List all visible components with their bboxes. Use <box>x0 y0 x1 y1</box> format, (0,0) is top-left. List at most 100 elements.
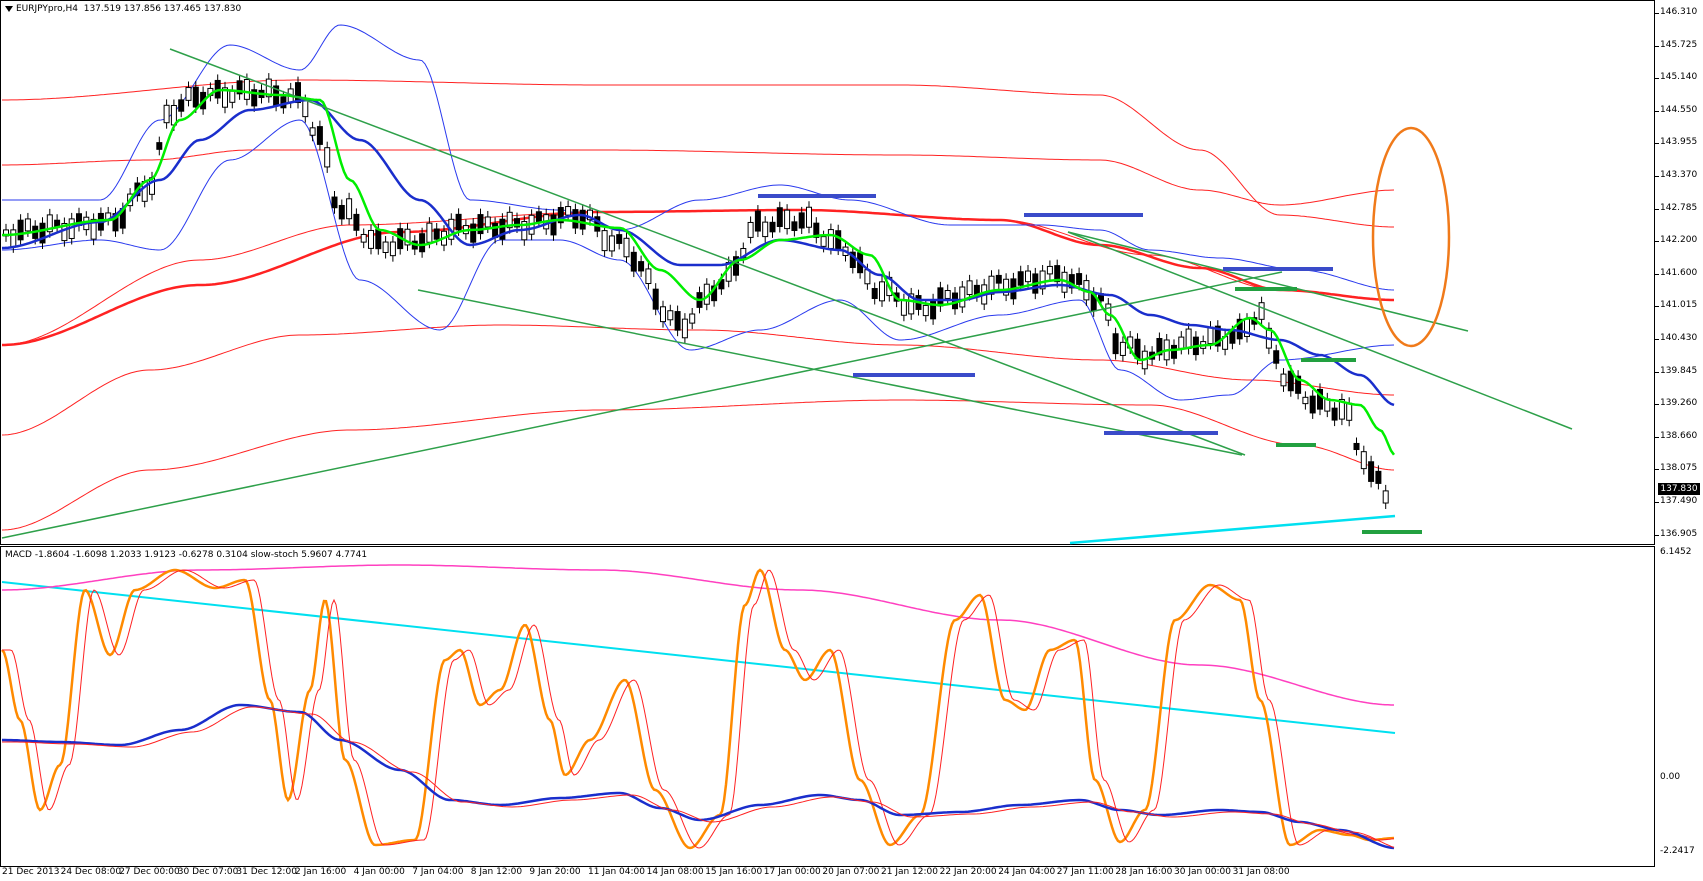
slow-ma-line <box>1 98 1395 407</box>
candle-body <box>499 218 506 240</box>
candle-body <box>382 241 389 253</box>
price-scale-label: 145.725 <box>1660 39 1698 50</box>
price-scale[interactable]: 146.310 145.725 145.140 144.550 143.955 143.3… <box>1655 0 1703 545</box>
candle-body <box>46 214 53 233</box>
price-scale-label: 141.015 <box>1660 300 1698 311</box>
price-scale-label: 144.550 <box>1660 104 1698 115</box>
time-axis[interactable]: 21 Dec 2013 24 Dec 08:00 27 Dec 00:00 30 De… <box>0 866 1655 881</box>
collapse-triangle-icon[interactable] <box>5 5 13 12</box>
candle-body <box>280 96 287 109</box>
candle-body <box>1375 470 1382 484</box>
candle-body <box>324 147 331 168</box>
candle-body <box>674 311 681 331</box>
candle-body <box>769 221 776 233</box>
time-axis-label: 22 Jan 20:00 <box>939 867 997 877</box>
price-scale-label: 143.370 <box>1660 170 1698 180</box>
candle-body <box>959 286 966 308</box>
price-scale-label: 139.845 <box>1660 365 1698 376</box>
candle-body <box>90 218 97 240</box>
price-scale-label: 141.600 <box>1660 267 1698 278</box>
price-tick <box>1655 404 1659 406</box>
time-axis-label: 31 Jan 08:00 <box>1232 867 1290 877</box>
candle-body <box>689 313 696 324</box>
candle-body <box>762 221 769 238</box>
candle-body <box>879 281 885 302</box>
candle-body <box>798 212 805 229</box>
candle-body <box>806 206 812 228</box>
candle-body <box>630 251 637 272</box>
price-tick <box>1655 241 1659 243</box>
time-axis-label: 21 Dec 2013 <box>2 867 60 877</box>
candle-body <box>1112 333 1119 355</box>
candle-body <box>645 268 652 285</box>
time-axis-label: 17 Jan 00:00 <box>763 867 821 877</box>
price-tick <box>1655 13 1659 14</box>
candle-body <box>1054 265 1061 283</box>
candle-body <box>557 207 564 224</box>
candle-body <box>579 209 586 230</box>
macd-ma-cyan <box>1 581 1396 734</box>
price-tick <box>1655 339 1659 340</box>
candle-body <box>1295 375 1302 394</box>
indicator-scale[interactable]: 6.1452 0.00 -2.2417 <box>1655 546 1703 867</box>
candle-body <box>514 218 520 228</box>
price-scale-label: 138.075 <box>1660 463 1698 474</box>
price-scale-label: 139.260 <box>1660 398 1698 409</box>
candle-body <box>54 219 61 227</box>
ohlc-values: 137.519 137.856 137.465 137.830 <box>83 4 242 14</box>
candle-body <box>966 280 973 296</box>
candle-body <box>1280 373 1287 387</box>
candle-body <box>900 299 907 316</box>
time-axis-label: 27 Jan 11:00 <box>1056 867 1114 877</box>
support-trendline <box>1 271 1283 539</box>
candle-body <box>813 222 820 238</box>
candle-body <box>309 127 316 136</box>
candle-body <box>601 230 608 252</box>
current-price-tag: 137.830 <box>1658 483 1700 495</box>
time-axis-label: 2 Jan 16:00 <box>295 867 347 877</box>
candle-body <box>346 198 353 220</box>
macd-main-line <box>2 703 1395 850</box>
candle-body <box>1338 398 1345 420</box>
candle-body <box>163 104 170 124</box>
price-tick <box>1655 176 1659 177</box>
candle-body <box>754 210 761 232</box>
candle-body <box>316 126 323 145</box>
candle-body <box>251 89 258 107</box>
indicator-header: MACD -1.8604 -1.6098 1.2033 1.9123 -0.62… <box>5 550 367 560</box>
candle-body <box>17 219 24 241</box>
price-scale-label: 146.310 <box>1660 7 1698 17</box>
candle-body <box>1368 461 1375 482</box>
macd-ma-magenta <box>2 564 1394 706</box>
time-axis-label: 30 Dec 07:00 <box>177 867 239 877</box>
time-axis-label: 4 Jan 00:00 <box>353 867 405 877</box>
candle-body <box>776 207 783 228</box>
candle-body <box>484 216 491 228</box>
candle-body <box>1258 302 1265 320</box>
candle-body <box>1229 331 1236 344</box>
candle-body <box>24 218 31 232</box>
candle-body <box>1171 344 1177 359</box>
candle-body <box>587 209 593 221</box>
candle-body <box>426 222 433 243</box>
candle-body <box>652 288 659 310</box>
candle-body <box>1178 336 1185 349</box>
price-scale-label: 140.430 <box>1660 333 1698 343</box>
long-term-ma-red <box>2 208 1394 347</box>
candle-body <box>667 310 674 321</box>
candle-body <box>1214 325 1221 347</box>
long-ma-cyan <box>1069 514 1396 545</box>
candle-body <box>1309 395 1316 414</box>
candle-body <box>1346 402 1353 421</box>
macd-signal-line <box>2 706 1395 848</box>
price-tick <box>1655 469 1659 471</box>
candle-body <box>1039 270 1046 290</box>
time-axis-label: 8 Jan 12:00 <box>470 867 523 877</box>
time-axis-label: 30 Jan 00:00 <box>1174 867 1231 877</box>
indicator-scale-label: -2.2417 <box>1660 846 1695 856</box>
candle-body <box>156 142 163 150</box>
candle-body <box>39 222 46 244</box>
indicator-pane[interactable]: MACD -1.8604 -1.6098 1.2033 1.9123 -0.62… <box>0 546 1655 867</box>
candle-body <box>302 100 309 118</box>
